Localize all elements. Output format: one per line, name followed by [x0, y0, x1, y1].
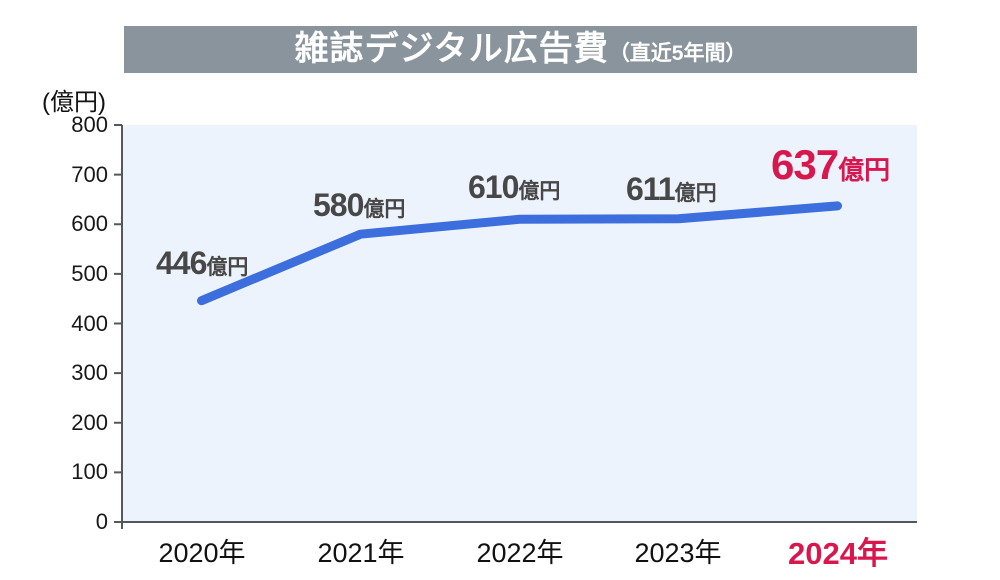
data-label-2022-unit: 億円	[518, 180, 561, 203]
data-label-2022-value: 610	[468, 169, 519, 205]
y-tick-label-100: 100	[71, 459, 108, 484]
data-label-2024-value: 637	[771, 141, 839, 188]
data-label-2022: 610億円	[468, 169, 560, 206]
data-label-2021-unit: 億円	[363, 198, 406, 221]
chart-title: 雑誌デジタル広告費	[294, 30, 609, 68]
y-tick-label-200: 200	[71, 410, 108, 435]
chart-subtitle: （直近5年間）	[608, 42, 747, 65]
plot-area	[122, 125, 917, 522]
x-axis-label-2020: 2020年	[158, 538, 246, 568]
data-label-2020-unit: 億円	[206, 256, 249, 279]
y-axis-unit-label: (億円)	[42, 89, 106, 116]
y-tick-label-0: 0	[95, 509, 108, 534]
x-axis-label-2021: 2021年	[317, 538, 405, 568]
data-label-2023-unit: 億円	[674, 182, 717, 205]
data-label-2021: 580億円	[313, 187, 405, 224]
chart-title-bar: 雑誌デジタル広告費（直近5年間）	[124, 26, 917, 73]
data-label-2023-value: 611	[626, 171, 676, 207]
data-label-2020: 446億円	[156, 245, 248, 282]
y-tick-label-800: 800	[71, 112, 108, 137]
data-label-2021-value: 580	[313, 187, 364, 223]
x-axis-label-2022: 2022年	[476, 538, 564, 568]
data-label-2020-value: 446	[156, 245, 207, 281]
x-axis-label-2024-highlight: 2024年	[788, 536, 888, 571]
y-tick-label-600: 600	[71, 211, 108, 236]
x-axis-label-2023: 2023年	[634, 538, 722, 568]
y-tick-label-300: 300	[71, 360, 108, 385]
y-tick-label-700: 700	[71, 162, 108, 187]
data-label-2024-highlight: 637億円	[771, 141, 890, 189]
y-tick-label-500: 500	[71, 261, 108, 286]
y-tick-label-400: 400	[71, 311, 108, 336]
data-label-2023: 611億円	[626, 171, 717, 208]
data-label-2024-unit: 億円	[838, 155, 891, 185]
